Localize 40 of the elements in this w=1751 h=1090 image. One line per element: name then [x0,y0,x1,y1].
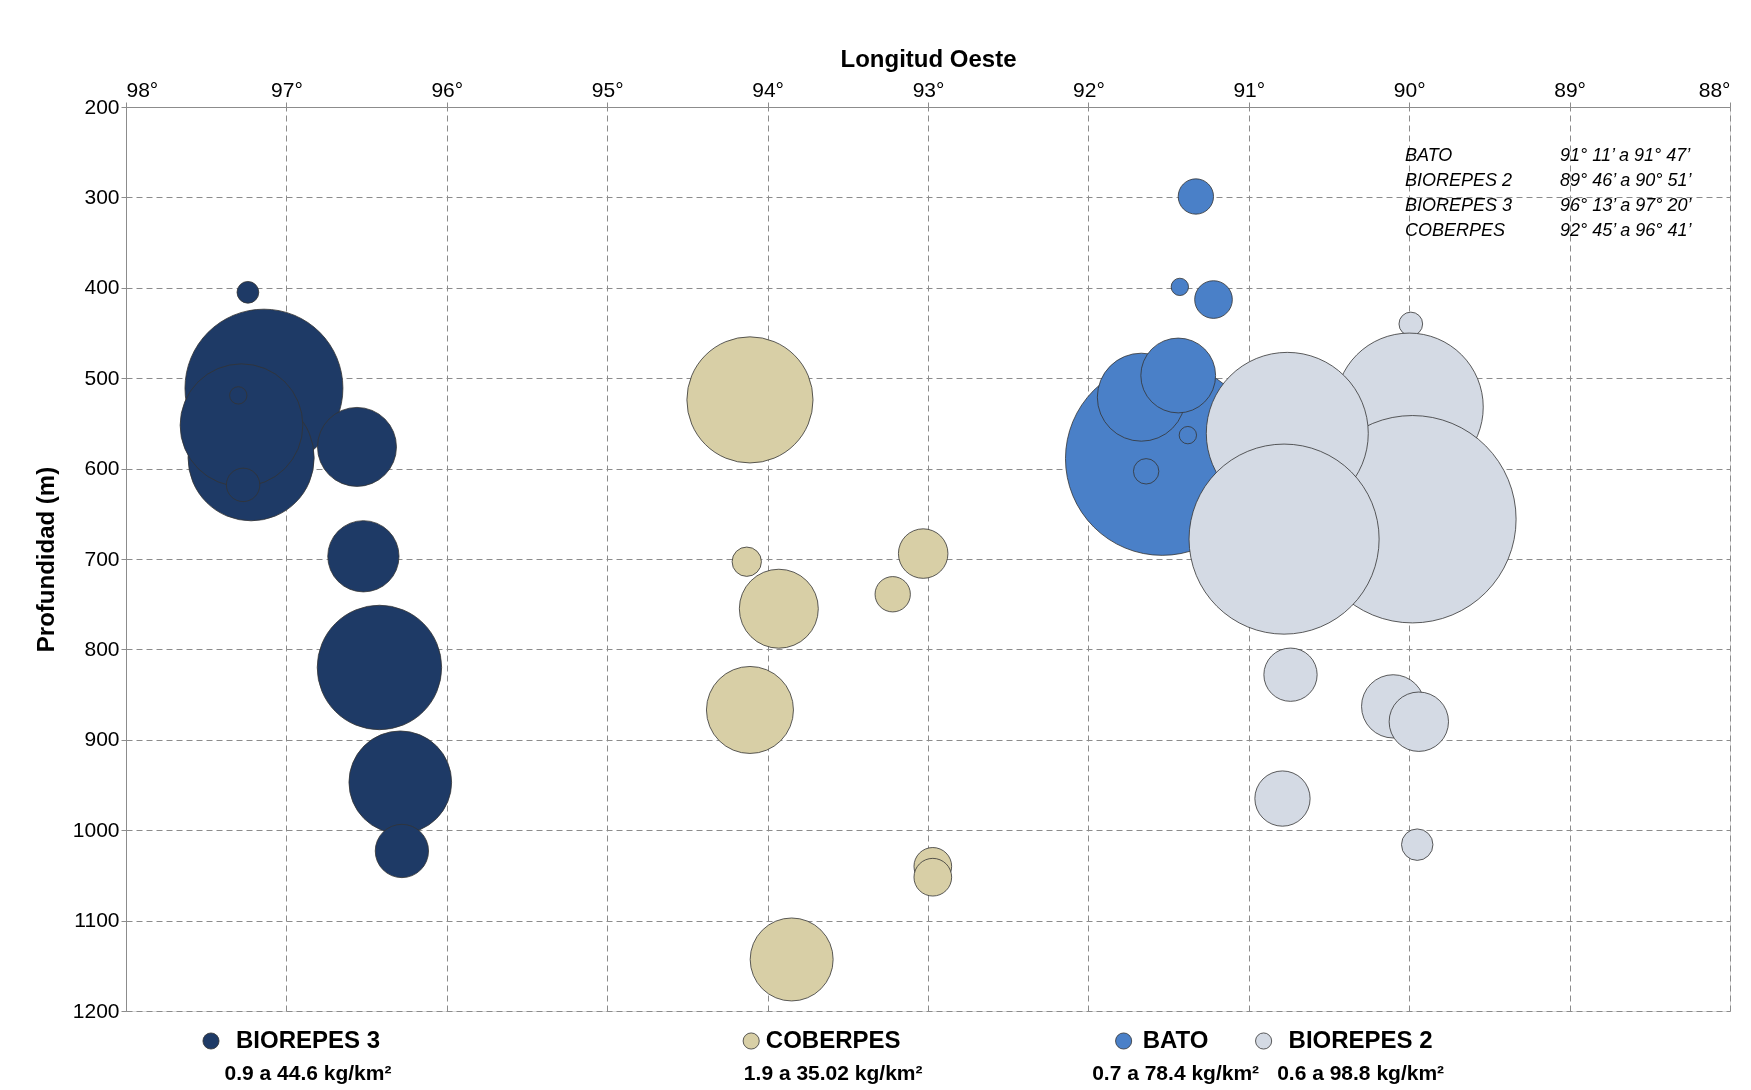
text: 0.6 a 98.8 kg/km² [1277,1061,1445,1084]
y-tick-label: 400 [84,275,120,299]
legend-label: BIOREPES 2 [1288,1026,1433,1053]
annotation: 91° 11’ a 91° 47’ [1560,145,1692,165]
y-tick-label: 1200 [72,998,120,1022]
y-tick-label: 1100 [74,908,120,932]
y-tick-label: 200 [84,94,120,118]
x-tick-label: 94° [752,77,784,101]
y-axis-title: Profundidad (m) [31,466,59,653]
annotation: 96° 13’ a 97° 20’ [1560,195,1693,215]
y-tick-label: 900 [84,727,120,751]
y-tick-label: 600 [84,456,120,480]
x-tick-label: 95° [591,77,624,101]
x-tick-label: 89° [1554,77,1586,101]
x-tick-label: 98° [126,77,159,101]
legend-label: BATO [1142,1026,1209,1053]
text: 0.7 a 78.4 kg/km² [1092,1061,1260,1084]
annotation: 89° 46’ a 90° 51’ [1560,170,1693,190]
text: 0.9 a 44.6 kg/km² [224,1061,392,1084]
x-tick-label: 90° [1393,77,1426,101]
x-tick-label: 93° [912,77,945,101]
x-tick-label: 91° [1233,77,1266,101]
legend-label: BIOREPES 3 [235,1026,380,1053]
x-tick-label: 96° [431,77,464,101]
annotation: COBERPES [1405,220,1506,240]
annotation: 92° 45’ a 96° 41’ [1560,220,1693,240]
annotation: BATO [1405,145,1453,165]
x-tick-label: 92° [1073,77,1105,101]
text: 1.9 a 35.02 kg/km² [743,1061,923,1084]
x-axis-title: Longitud Oeste [840,44,1017,72]
annotation: BIOREPES 3 [1405,195,1513,215]
y-tick-label: 500 [84,365,120,389]
x-tick-label: 88° [1698,77,1731,101]
y-tick-label: 700 [84,546,120,570]
y-tick-label: 800 [84,636,120,660]
x-tick-label: 97° [271,77,303,101]
y-tick-label: 1000 [72,817,120,841]
y-tick-label: 300 [84,184,120,208]
legend-label: COBERPES [765,1026,901,1053]
annotation: BIOREPES 2 [1405,170,1513,190]
